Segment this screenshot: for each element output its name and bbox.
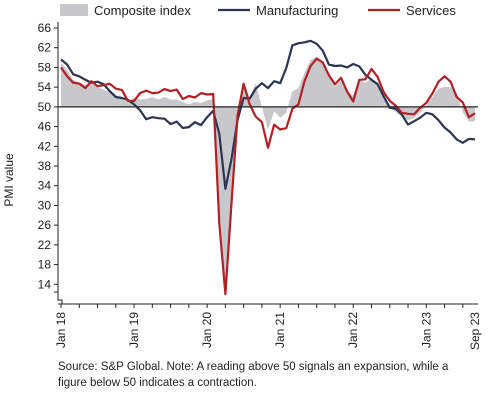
x-tick-label: Jan 18 [54, 312, 68, 348]
y-tick-label: 54 [38, 80, 52, 94]
y-tick-label: 14 [38, 277, 52, 291]
y-axis-label: PMI value [2, 153, 16, 207]
y-axis-break [54, 291, 63, 304]
plot-area [58, 39, 478, 296]
y-tick-label: 18 [38, 258, 52, 272]
source-note: Source: S&P Global. Note: A reading abov… [58, 361, 449, 389]
y-tick-label: 58 [38, 60, 52, 74]
x-tick-label: Jan 21 [273, 312, 287, 348]
y-tick-label: 22 [38, 238, 52, 252]
legend-label-composite: Composite index [94, 3, 191, 18]
y-tick-label: 38 [38, 159, 52, 173]
legend-label-manufacturing: Manufacturing [256, 3, 338, 18]
x-axis: Jan 18 Jan 19 Jan 20 Jan 21 Jan 22 Jan 23 Sep … [54, 303, 482, 350]
x-tick-label: Jan 19 [127, 312, 141, 348]
x-tick-label: Jan 20 [200, 312, 214, 348]
y-tick-label: 34 [38, 179, 52, 193]
y-tick-label: 62 [38, 41, 52, 55]
y-tick-label: 66 [38, 21, 52, 35]
y-tick-label: 42 [38, 139, 52, 153]
x-tick-label: Sep 23 [468, 312, 482, 350]
x-tick-label: Jan 22 [346, 312, 360, 348]
y-tick-label: 26 [38, 218, 52, 232]
x-tick-label: Jan 23 [419, 312, 433, 348]
series-line-services [60, 57, 476, 296]
y-tick-label: 46 [38, 120, 52, 134]
y-tick-label: 30 [38, 198, 52, 212]
legend: Composite index Manufacturing Services [60, 3, 456, 18]
legend-label-services: Services [406, 3, 456, 18]
y-axis: 14 18 22 26 30 34 38 42 46 50 54 58 62 66 [38, 21, 63, 304]
legend-swatch-composite [60, 4, 88, 16]
y-tick-label: 50 [38, 100, 52, 114]
